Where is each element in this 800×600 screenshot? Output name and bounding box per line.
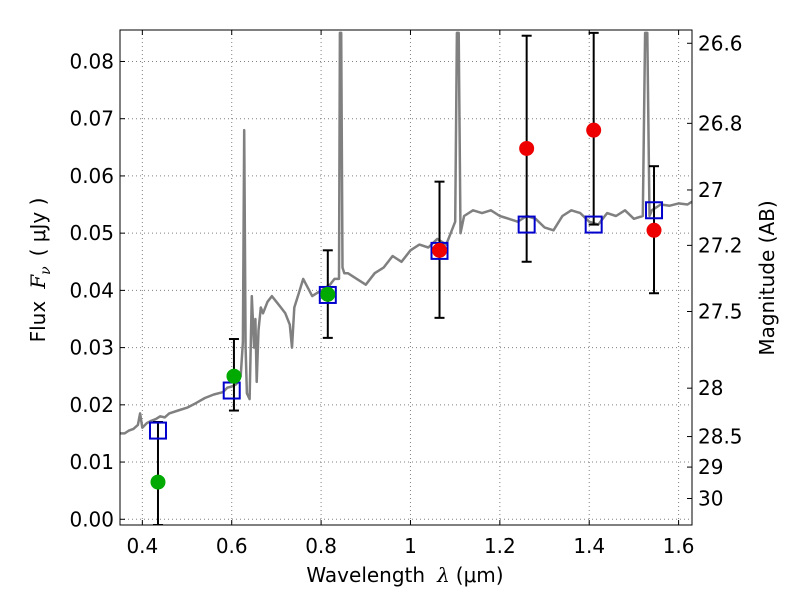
- red-data-point: [432, 242, 448, 258]
- y-tick-label: 0.02: [69, 393, 114, 417]
- y-tick-label: 0.07: [69, 107, 114, 131]
- x-tick-label: 0.4: [126, 534, 158, 558]
- x-tick-label: 0.6: [216, 534, 248, 558]
- mag-tick-label: 26.6: [698, 31, 743, 55]
- green-data-point: [226, 368, 242, 384]
- mag-tick-label: 29: [698, 455, 723, 479]
- green-data-point: [320, 286, 336, 302]
- y-tick-label: 0.06: [69, 164, 114, 188]
- y-tick-label: 0.00: [69, 507, 114, 531]
- x-tick-label: 1.4: [573, 534, 605, 558]
- mag-tick-label: 27: [698, 178, 723, 202]
- model-photometry-point: [584, 215, 603, 234]
- red-data-point: [519, 140, 535, 156]
- model-spectrum-line: [120, 31, 692, 435]
- model-photometry-point: [645, 201, 664, 220]
- y-tick-label: 0.01: [69, 450, 114, 474]
- mag-tick-label: 28: [698, 376, 723, 400]
- plot-frame: [119, 29, 693, 526]
- mag-tick-label: 27.5: [698, 299, 743, 323]
- y-tick-label: 0.04: [69, 278, 114, 302]
- red-data-point: [586, 122, 602, 138]
- mag-tick-label: 26.8: [698, 111, 743, 135]
- model-photometry-point: [517, 215, 536, 234]
- x-tick-label: 1.6: [663, 534, 695, 558]
- red-data-point: [646, 222, 662, 238]
- data-points: [148, 122, 664, 490]
- y-tick-label: 0.08: [69, 49, 114, 73]
- x-axis-title: Wavelength λ (μm): [306, 563, 503, 587]
- y-tick-label: 0.03: [69, 336, 114, 360]
- axis-ticks: [120, 30, 692, 525]
- y-tick-label: 0.05: [69, 221, 114, 245]
- x-tick-label: 0.8: [305, 534, 337, 558]
- y-axis-title: FluxFν( μJy ): [26, 198, 54, 343]
- y2-axis-title: Magnitude (AB): [755, 200, 779, 355]
- model-spectrum: [120, 31, 692, 435]
- mag-tick-label: 28.5: [698, 425, 743, 449]
- mag-tick-label: 27.2: [698, 233, 743, 257]
- model-photometry-point: [148, 421, 167, 440]
- grid-lines: [120, 30, 692, 525]
- x-tick-label: 1: [404, 534, 417, 558]
- green-data-point: [150, 474, 166, 490]
- tick-labels: 0.4 0.6 0.8 1 1.2 1.4 1.6 0.00 0.01 0.02 0.03 0.04 0…: [69, 31, 742, 558]
- x-tick-label: 1.2: [484, 534, 516, 558]
- mag-tick-label: 30: [698, 486, 723, 510]
